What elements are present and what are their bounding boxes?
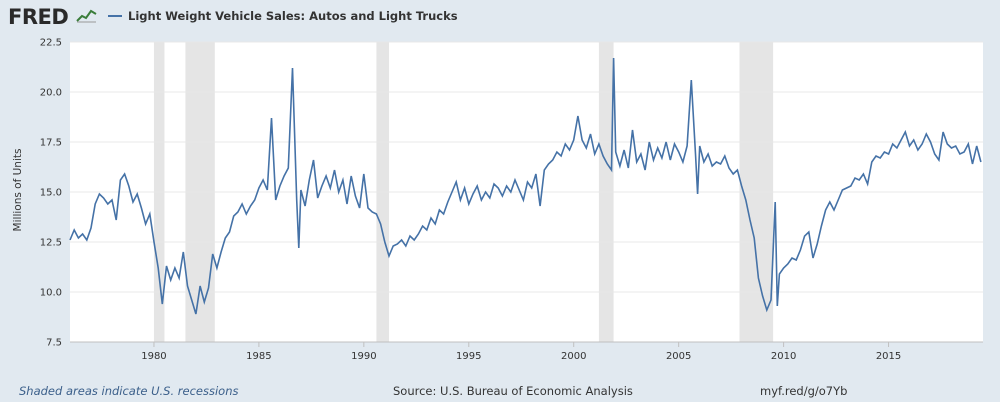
- short-url[interactable]: myf.red/g/o7Yb: [760, 384, 848, 398]
- x-tick-label: 2010: [771, 351, 796, 362]
- x-tick-label: 1985: [246, 351, 271, 362]
- y-tick-label: 7.5: [46, 338, 62, 349]
- x-tick-label: 2005: [666, 351, 691, 362]
- source-text: Source: U.S. Bureau of Economic Analysis: [393, 384, 633, 398]
- x-tick-label: 1995: [456, 351, 481, 362]
- x-tick-label: 1990: [351, 351, 376, 362]
- y-tick-label: 10.0: [40, 288, 62, 299]
- y-tick-label: 17.5: [40, 138, 62, 149]
- legend[interactable]: Light Weight Vehicle Sales: Autos and Li…: [108, 9, 458, 23]
- chart-line-icon: [76, 9, 97, 23]
- legend-series-label: Light Weight Vehicle Sales: Autos and Li…: [128, 9, 458, 23]
- y-axis-ticks: 7.5 10.0 12.5 15.0 17.5 20.0 22.5: [40, 38, 62, 349]
- y-tick-label: 12.5: [40, 238, 62, 249]
- chart-header: FRED Light Weight Vehicle Sales: Autos a…: [0, 0, 1000, 36]
- series-line[interactable]: [69, 57, 982, 315]
- fred-logo[interactable]: FRED: [8, 5, 69, 29]
- y-tick-label: 22.5: [40, 38, 62, 49]
- y-tick-label: 20.0: [40, 88, 62, 99]
- y-tick-label: 15.0: [40, 188, 62, 199]
- x-tick-label: 2000: [561, 351, 586, 362]
- x-tick-label: 2015: [876, 351, 901, 362]
- recession-note[interactable]: Shaded areas indicate U.S. recessions: [19, 384, 239, 398]
- x-axis-ticks: 1980 1985 1990 1995 2000 2005 2010 2015: [70, 341, 983, 362]
- x-tick-label: 1980: [141, 351, 166, 362]
- y-axis-title: Millions of Units: [12, 149, 24, 232]
- legend-swatch: [108, 15, 122, 17]
